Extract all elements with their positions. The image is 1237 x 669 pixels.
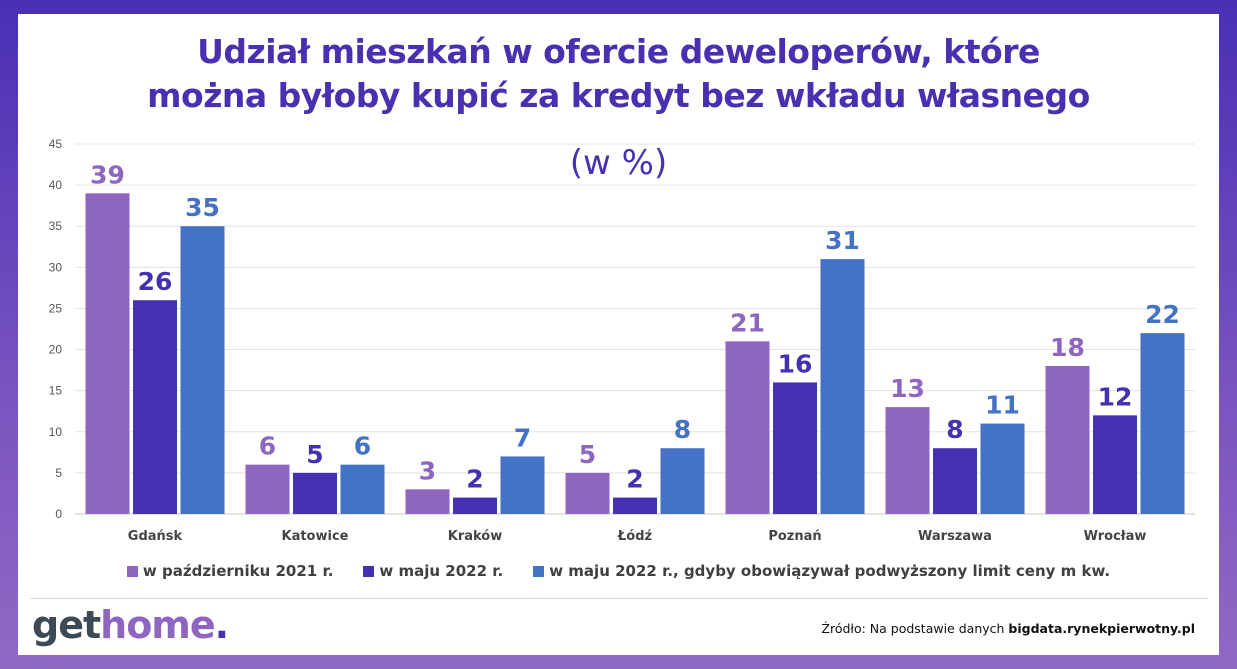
bar bbox=[565, 472, 610, 514]
source-prefix: Źródło: Na podstawie danych bbox=[821, 621, 1009, 636]
data-label: 6 bbox=[354, 432, 371, 461]
y-tick-label: 40 bbox=[49, 178, 63, 192]
legend-swatch bbox=[363, 565, 375, 577]
bar bbox=[885, 407, 930, 514]
data-label: 6 bbox=[259, 432, 276, 461]
data-label: 8 bbox=[946, 415, 963, 444]
title-line-2: można byłoby kupić za kredyt bez wkładu … bbox=[147, 76, 1090, 115]
bar bbox=[980, 423, 1025, 514]
data-label: 21 bbox=[730, 308, 765, 337]
legend-label: w październiku 2021 r. bbox=[142, 562, 334, 580]
legend-item: w maju 2022 r., gdyby obowiązywał podwyż… bbox=[533, 562, 1110, 580]
legend-swatch bbox=[126, 565, 138, 577]
bar bbox=[1045, 366, 1090, 514]
data-label: 8 bbox=[674, 415, 691, 444]
y-tick-label: 0 bbox=[55, 507, 62, 521]
y-tick-label: 20 bbox=[49, 343, 63, 357]
bar bbox=[1140, 333, 1185, 514]
data-label: 35 bbox=[185, 193, 220, 222]
data-label: 5 bbox=[306, 440, 323, 469]
divider bbox=[30, 598, 1208, 599]
data-label: 39 bbox=[90, 160, 125, 189]
data-label: 16 bbox=[778, 349, 813, 378]
y-tick-label: 5 bbox=[55, 466, 62, 480]
bar bbox=[613, 497, 657, 514]
source-note: Źródło: Na podstawie danych bigdata.ryne… bbox=[821, 621, 1195, 636]
data-label: 26 bbox=[138, 267, 173, 296]
data-label: 12 bbox=[1098, 382, 1133, 411]
data-label: 2 bbox=[466, 465, 483, 494]
bar bbox=[773, 382, 817, 514]
chart-title: Udział mieszkań w ofercie deweloperów, k… bbox=[0, 30, 1237, 118]
logo-dot: . bbox=[214, 603, 229, 647]
legend-swatch bbox=[533, 565, 545, 577]
source-link: bigdata.rynekpierwotny.pl bbox=[1008, 621, 1195, 636]
y-tick-label: 25 bbox=[49, 301, 63, 315]
bar bbox=[660, 448, 705, 514]
y-tick-label: 35 bbox=[49, 219, 63, 233]
data-label: 22 bbox=[1145, 300, 1180, 329]
y-tick-label: 10 bbox=[49, 425, 63, 439]
data-label: 2 bbox=[626, 465, 643, 494]
bar bbox=[820, 259, 865, 514]
y-tick-label: 15 bbox=[49, 384, 63, 398]
x-tick-label: Warszawa bbox=[918, 529, 992, 544]
bar bbox=[933, 448, 977, 514]
bar bbox=[293, 472, 337, 514]
data-label: 7 bbox=[514, 423, 531, 452]
x-tick-label: Katowice bbox=[282, 529, 349, 544]
legend-item: w październiku 2021 r. bbox=[126, 562, 334, 580]
y-tick-label: 30 bbox=[49, 260, 63, 274]
data-label: 18 bbox=[1050, 333, 1085, 362]
chart-subtitle: (w %) bbox=[569, 143, 668, 183]
legend-label: w maju 2022 r. bbox=[379, 562, 504, 580]
y-tick-label: 45 bbox=[49, 137, 63, 151]
legend-label: w maju 2022 r., gdyby obowiązywał podwyż… bbox=[549, 562, 1111, 580]
bar bbox=[85, 193, 130, 515]
bar bbox=[405, 489, 450, 514]
logo-text-get: get bbox=[32, 603, 101, 647]
legend: w październiku 2021 r. w maju 2022 r. w ma… bbox=[0, 562, 1237, 580]
bar bbox=[453, 497, 497, 514]
bar bbox=[725, 341, 770, 514]
bar bbox=[245, 464, 290, 514]
data-label: 5 bbox=[579, 440, 596, 469]
bar bbox=[180, 226, 225, 514]
bar bbox=[340, 464, 385, 514]
data-label: 31 bbox=[825, 226, 860, 255]
data-label: 3 bbox=[419, 456, 436, 485]
x-tick-label: Poznań bbox=[768, 529, 821, 544]
x-tick-label: Kraków bbox=[448, 529, 503, 544]
bar bbox=[133, 300, 177, 514]
logo-text-home: home bbox=[100, 603, 216, 647]
x-tick-label: Gdańsk bbox=[128, 529, 183, 544]
bar bbox=[500, 456, 545, 514]
x-tick-label: Wrocław bbox=[1084, 529, 1147, 544]
x-tick-label: Łódź bbox=[617, 529, 652, 544]
data-label: 13 bbox=[890, 374, 925, 403]
title-line-1: Udział mieszkań w ofercie deweloperów, k… bbox=[197, 32, 1040, 71]
bar bbox=[1093, 415, 1137, 514]
gethome-logo: gethome. bbox=[32, 603, 229, 647]
data-label: 11 bbox=[985, 391, 1020, 420]
legend-item: w maju 2022 r. bbox=[363, 562, 503, 580]
